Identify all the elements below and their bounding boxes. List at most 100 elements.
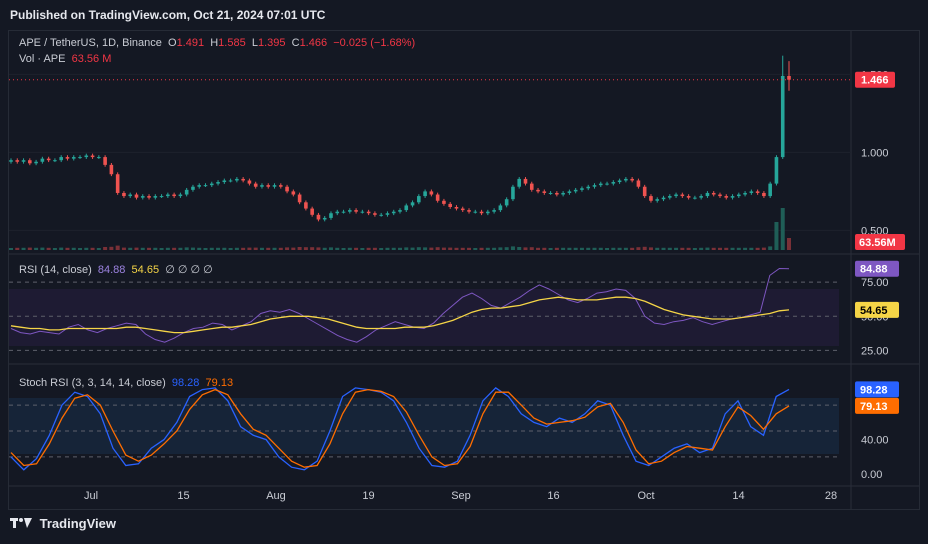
volume-bar: [441, 247, 446, 250]
volume-bar: [379, 248, 384, 250]
rsi-ma-value: 54.65: [131, 264, 160, 276]
stoch-k-tag-label: 98.28: [860, 384, 888, 396]
volume-bar: [134, 247, 139, 250]
volume-bar: [291, 247, 296, 250]
candle-body: [398, 210, 402, 212]
candle-body: [209, 183, 214, 186]
volume-bar: [492, 247, 497, 250]
candle-body: [774, 157, 779, 184]
volume-bar: [96, 248, 101, 250]
candle-body: [649, 196, 653, 201]
volume-bar: [454, 247, 459, 250]
candle-body: [755, 191, 760, 193]
volume-bar: [52, 248, 57, 250]
volume-bar: [272, 247, 277, 250]
candle-body: [140, 196, 145, 198]
volume-bar: [692, 248, 697, 250]
candle-body: [178, 194, 183, 197]
candle-body: [360, 211, 365, 213]
time-tick-label: Sep: [451, 490, 471, 502]
volume-bar: [147, 247, 152, 250]
candle-body: [730, 196, 735, 198]
volume-bar: [617, 247, 622, 250]
volume-bar: [780, 208, 785, 250]
candle-body: [310, 208, 314, 215]
candle-body: [555, 192, 559, 195]
candle-body: [71, 157, 76, 159]
time-tick-label: 16: [547, 490, 559, 502]
candle-body: [21, 160, 26, 162]
candle-body: [536, 189, 540, 192]
candle-body: [605, 183, 609, 185]
volume-bar: [743, 247, 748, 250]
stoch-tick-label: 0.00: [861, 469, 882, 481]
candle-body: [680, 194, 685, 197]
volume-bar: [15, 247, 20, 250]
candle-body: [235, 178, 239, 181]
volume-bar: [322, 247, 327, 250]
candle-body: [561, 192, 565, 195]
volume-bar: [385, 247, 390, 250]
candle-body: [724, 196, 729, 198]
volume-bar: [316, 247, 321, 250]
volume-bar: [730, 247, 735, 250]
volume-bar: [749, 247, 754, 250]
close-label: C: [291, 37, 300, 49]
candle-body: [159, 196, 164, 198]
volume-bar: [774, 222, 779, 250]
volume-bar: [586, 247, 591, 250]
last-price-tag-label: 1.466: [861, 75, 889, 87]
candle-body: [523, 178, 528, 184]
volume-bar: [78, 248, 83, 250]
candle-body: [329, 213, 333, 218]
stoch-k-line: [10, 387, 790, 471]
candle-body: [34, 161, 38, 164]
candle-body: [467, 210, 471, 212]
candle-body: [624, 178, 628, 181]
candle-body: [172, 194, 176, 197]
rsi-tick-label: 75.00: [861, 277, 889, 289]
candle-body: [542, 191, 547, 193]
price-pane[interactable]: [9, 31, 851, 254]
chart-canvas[interactable]: 0.5001.0001.50025.0050.0075.000.0040.00J…: [9, 31, 919, 509]
volume-bar: [498, 247, 503, 250]
chart-frame[interactable]: 0.5001.0001.50025.0050.0075.000.0040.00J…: [8, 30, 920, 510]
stoch-title: Stoch RSI (3, 3, 14, 14, close): [19, 377, 166, 389]
volume-bar: [203, 248, 208, 250]
volume-bar: [65, 247, 70, 250]
candle-body: [573, 189, 578, 192]
volume-bar: [536, 247, 541, 250]
volume-bar: [623, 247, 628, 250]
volume-bar: [717, 247, 722, 250]
candle-body: [65, 157, 70, 159]
candle-body: [630, 178, 634, 181]
candle-body: [291, 191, 296, 195]
volume-bar: [253, 247, 258, 250]
candle-body: [787, 75, 791, 80]
candle-body: [391, 211, 396, 214]
candle-body: [266, 185, 271, 187]
candle-body: [711, 192, 716, 195]
candle-body: [253, 183, 258, 187]
volume-bar: [398, 247, 402, 250]
volume-bar: [172, 247, 177, 250]
price-tick-label: 1.000: [861, 147, 889, 159]
volume-bar: [592, 247, 597, 250]
candle-body: [348, 210, 352, 212]
candle-body: [448, 203, 452, 207]
volume-bar: [736, 247, 741, 250]
candle-body: [341, 211, 346, 213]
candle-body: [354, 210, 358, 212]
volume-bar: [216, 247, 221, 250]
candle-body: [743, 192, 747, 195]
stoch-d-line: [10, 388, 790, 468]
volume-bar: [165, 247, 170, 250]
close-value: 1.466: [299, 37, 328, 49]
volume-bar: [404, 247, 409, 250]
volume-bar: [611, 247, 616, 250]
candle-body: [134, 194, 139, 198]
candle-body: [53, 160, 57, 162]
time-tick-label: Oct: [637, 490, 654, 502]
volume-bar: [473, 248, 478, 250]
candle-body: [335, 211, 340, 214]
